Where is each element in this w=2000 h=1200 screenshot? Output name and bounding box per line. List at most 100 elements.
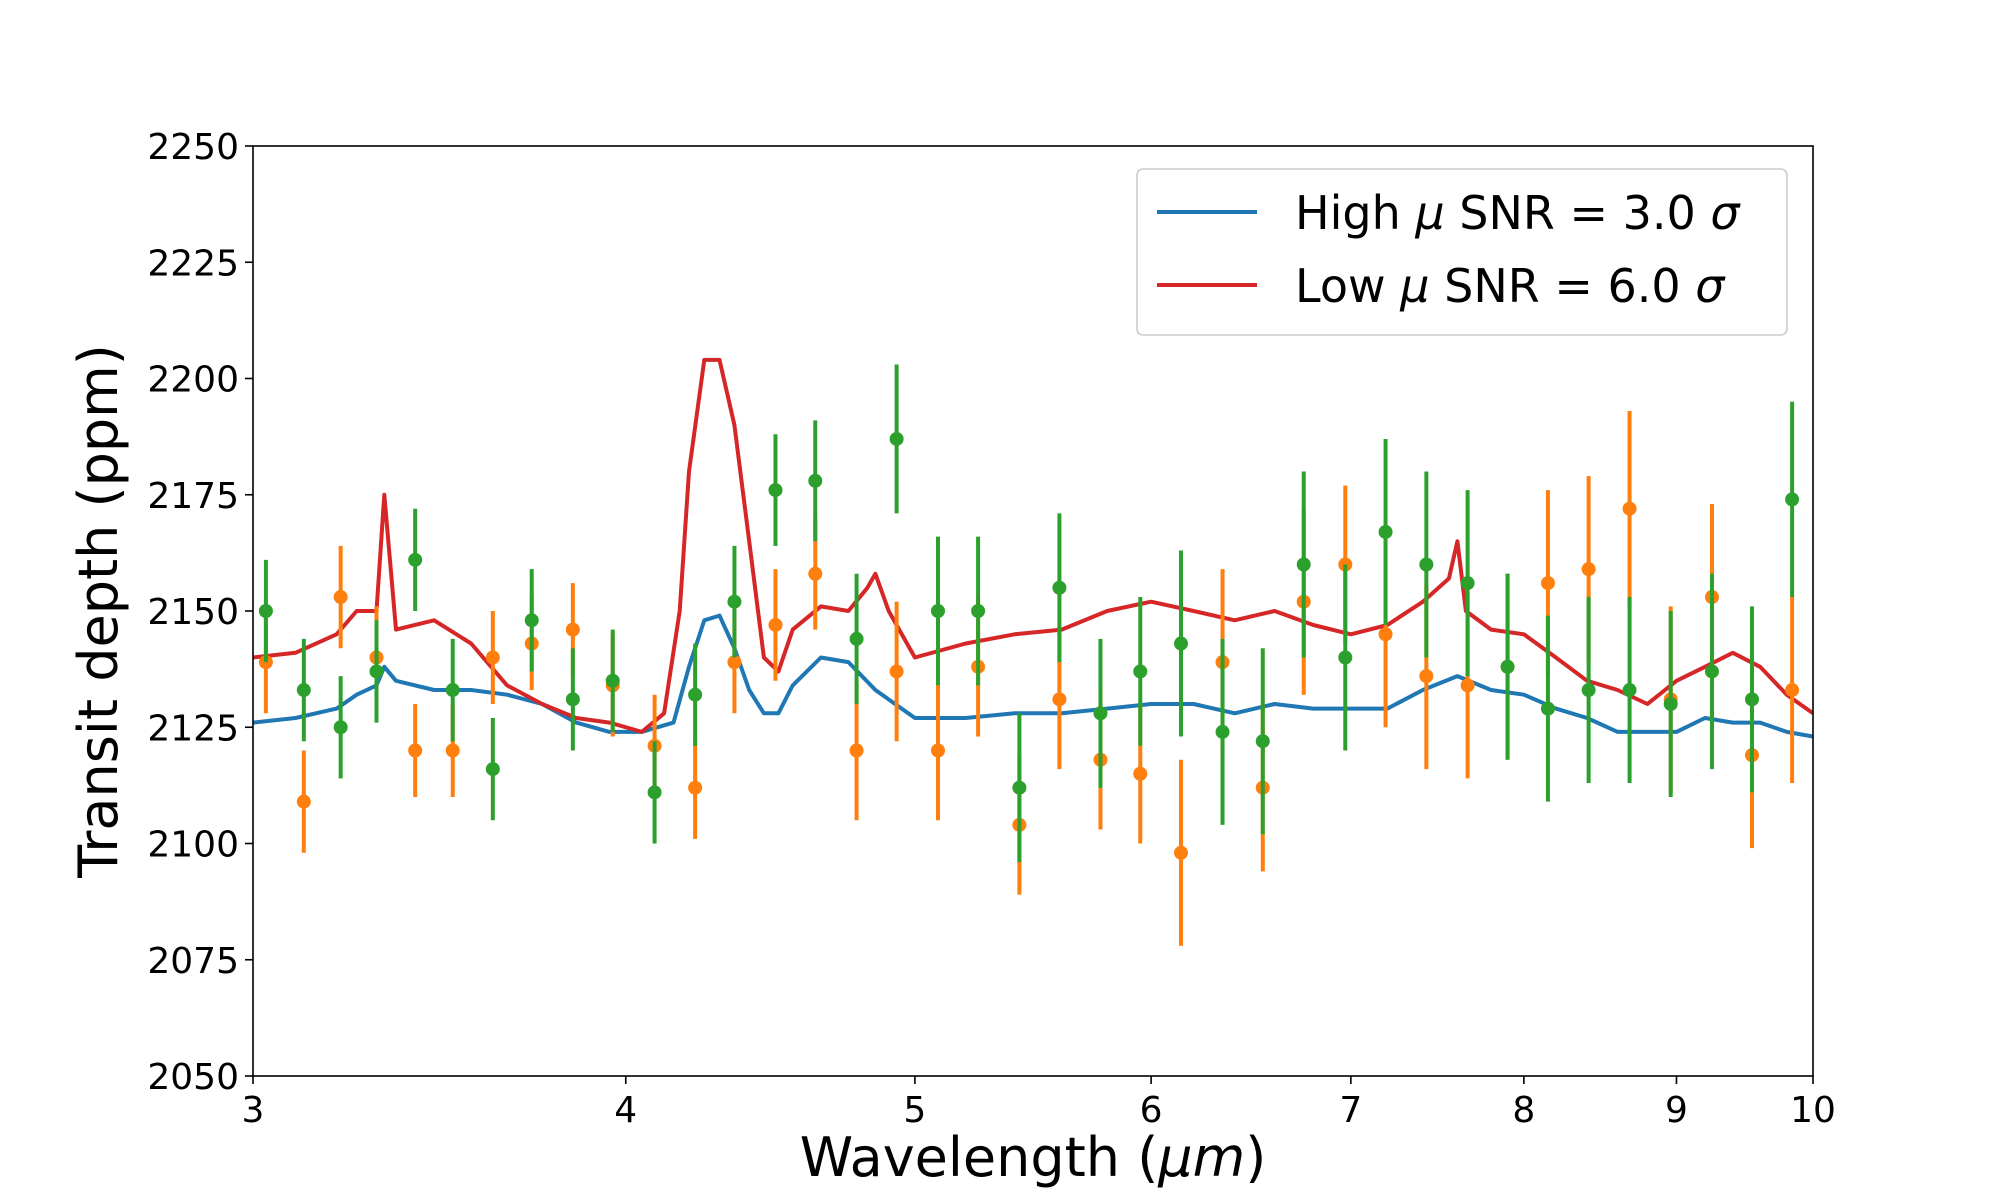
data-point (688, 687, 703, 702)
data-point (808, 566, 823, 581)
data-point (727, 655, 742, 670)
data-point (1989, 874, 2000, 888)
y-tick-label: 2250 (147, 127, 239, 168)
data-point (1093, 706, 1108, 721)
y-tick-label: 2125 (147, 708, 239, 749)
data-point (930, 604, 945, 618)
y-axis: 2050 2075 2100 2125 2150 2175 2200 2225 2250 (147, 127, 253, 1098)
data-point (849, 631, 864, 646)
data-point (485, 762, 500, 777)
data-point (889, 664, 904, 679)
y-tick-label: 2100 (147, 825, 239, 866)
y-tick-label: 2050 (147, 1057, 239, 1098)
data-point (1500, 659, 1515, 674)
data-point (1540, 576, 1555, 591)
data-point (1867, 692, 1881, 706)
legend: High μ SNR = 3.0 σ Low μ SNR = 6.0 σ (1136, 168, 1788, 336)
data-point (1908, 530, 1922, 544)
data-point (1052, 692, 1067, 707)
data-point (524, 613, 539, 628)
y-tick-label: 2075 (147, 941, 239, 982)
x-tick-label: 10 (1790, 1090, 1836, 1131)
data-point (1296, 557, 1311, 572)
x-tick-label: 3 (242, 1090, 265, 1131)
data-point (727, 594, 742, 609)
data-point (333, 720, 348, 735)
data-point (1540, 701, 1555, 716)
x-tick-label: 4 (614, 1090, 637, 1131)
data-point (971, 604, 986, 618)
data-point (1948, 623, 1962, 637)
data-point (1419, 669, 1434, 684)
data-point (1378, 524, 1393, 539)
data-point (1867, 725, 1881, 739)
data-point (647, 785, 662, 800)
data-point (1215, 724, 1230, 739)
legend-label-low-mu: Low μ SNR = 6.0 σ (1295, 259, 1726, 313)
data-point (1948, 832, 1962, 846)
data-point (849, 743, 864, 758)
data-point (369, 664, 384, 679)
plot-content (253, 357, 2000, 946)
data-point (1460, 576, 1475, 591)
data-point (1378, 627, 1393, 642)
data-point (1622, 501, 1637, 516)
data-point (485, 650, 500, 665)
data-point (333, 590, 348, 605)
data-point (1338, 650, 1353, 665)
data-point (889, 431, 904, 446)
data-point (768, 483, 783, 498)
data-point (1785, 683, 1800, 698)
y-tick-label: 2225 (147, 243, 239, 284)
data-point (768, 617, 783, 632)
x-tick-label: 8 (1512, 1090, 1535, 1131)
x-tick-label: 6 (1140, 1090, 1163, 1131)
data-point (258, 604, 273, 618)
data-point (1989, 753, 2000, 767)
data-point (1744, 692, 1759, 707)
data-point (1663, 697, 1678, 711)
data-point (1908, 785, 1922, 799)
data-point (296, 794, 311, 809)
data-point (1012, 780, 1027, 795)
y-tick-label: 2150 (147, 592, 239, 633)
data-point (1174, 636, 1189, 651)
data-point (565, 622, 580, 637)
data-point (1460, 678, 1475, 693)
data-point (1827, 855, 1841, 869)
data-point (1052, 580, 1067, 595)
x-tick-label: 7 (1339, 1090, 1362, 1131)
x-tick-label: 9 (1665, 1090, 1688, 1131)
data-point (1419, 557, 1434, 572)
data-point (1704, 664, 1719, 679)
data-point (1133, 766, 1148, 781)
data-point (1133, 664, 1148, 679)
y-axis-title: Transit depth (ppm) (67, 344, 130, 879)
data-point (930, 743, 945, 758)
data-point (1785, 492, 1800, 507)
data-point (1581, 562, 1596, 577)
data-point (1581, 683, 1596, 698)
data-point (296, 683, 311, 698)
data-point (1255, 734, 1270, 749)
data-point (808, 473, 823, 488)
data-point (1174, 845, 1189, 860)
data-point (445, 683, 460, 698)
y-tick-label: 2175 (147, 476, 239, 517)
data-point (1827, 799, 1841, 813)
data-point (1622, 683, 1637, 698)
series-line-1 (253, 357, 1813, 734)
x-axis-title: Wavelength (μm) (800, 1126, 1267, 1189)
data-point (408, 552, 423, 567)
x-tick-label: 5 (903, 1090, 926, 1131)
data-point (565, 692, 580, 707)
data-point (408, 743, 423, 758)
legend-label-high-mu: High μ SNR = 3.0 σ (1295, 186, 1741, 240)
data-point (605, 673, 620, 688)
x-axis: 3 4 5 6 7 8 9 10 (242, 1076, 1836, 1131)
data-point (688, 780, 703, 795)
legend-box (1136, 168, 1788, 336)
data-point (445, 743, 460, 758)
y-tick-label: 2200 (147, 360, 239, 401)
